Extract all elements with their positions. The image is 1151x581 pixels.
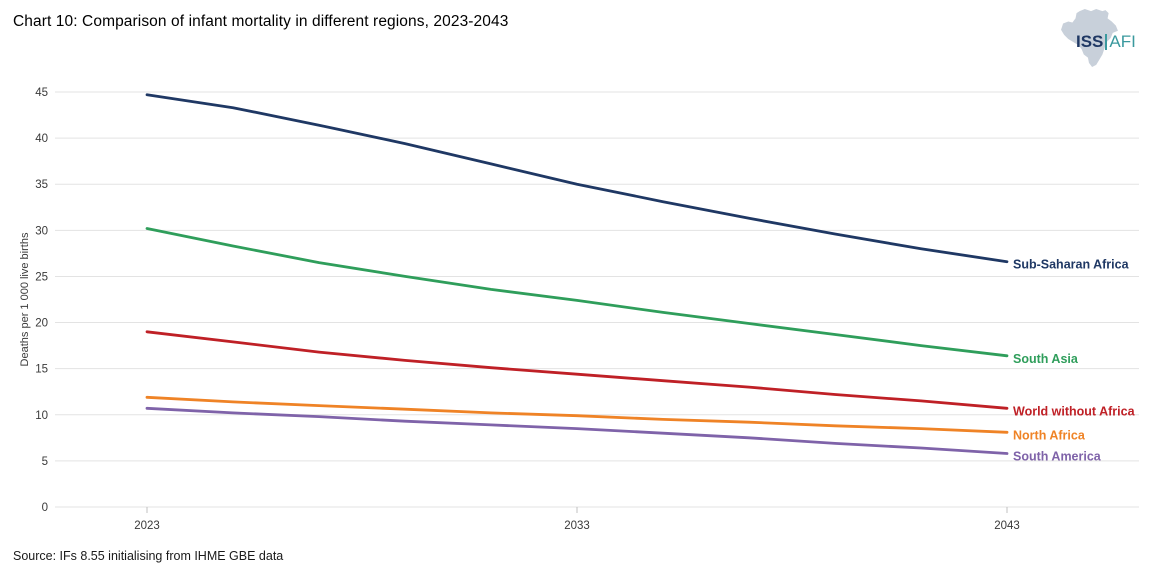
series-label-world-without-africa: World without Africa <box>1013 404 1136 418</box>
series-line-sub-saharan-africa <box>145 93 1009 264</box>
y-tick-label: 5 <box>42 456 48 468</box>
x-tick-label: 2043 <box>994 520 1020 532</box>
y-tick-label: 15 <box>35 364 48 376</box>
logo-iss-label: ISS <box>1076 32 1104 51</box>
y-tick-label: 25 <box>35 271 48 283</box>
y-tick-label: 40 <box>35 133 48 145</box>
y-tick-label: 20 <box>35 318 48 330</box>
series-label-sub-saharan-africa: Sub-Saharan Africa <box>1013 258 1130 272</box>
source-note: Source: IFs 8.55 initialising from IHME … <box>13 549 284 563</box>
logo-text: ISS AFI <box>1076 33 1136 50</box>
series-label-south-america: South America <box>1013 450 1102 464</box>
chart-title: Chart 10: Comparison of infant mortality… <box>13 13 509 30</box>
series-line-south-america <box>145 406 1009 455</box>
y-tick-label: 45 <box>35 87 48 99</box>
y-tick-label: 30 <box>35 225 48 237</box>
series-line-world-without-africa <box>145 330 1009 410</box>
y-tick-label: 0 <box>42 502 48 514</box>
logo-separator <box>1105 33 1108 50</box>
iss-afi-logo: ISS AFI <box>1056 6 1148 68</box>
series-label-south-asia: South Asia <box>1013 352 1079 366</box>
y-axis-title: Deaths per 1 000 live births <box>19 232 31 366</box>
y-tick-label: 10 <box>35 410 48 422</box>
series-line-south-asia <box>145 227 1009 358</box>
logo-afi-label: AFI <box>1109 32 1136 51</box>
y-tick-label: 35 <box>35 179 48 191</box>
series-line-north-africa <box>145 395 1009 434</box>
x-tick-label: 2033 <box>564 520 590 532</box>
x-tick-label: 2023 <box>134 520 160 532</box>
africa-map-icon <box>1061 9 1118 67</box>
series-label-north-africa: North Africa <box>1013 428 1086 442</box>
